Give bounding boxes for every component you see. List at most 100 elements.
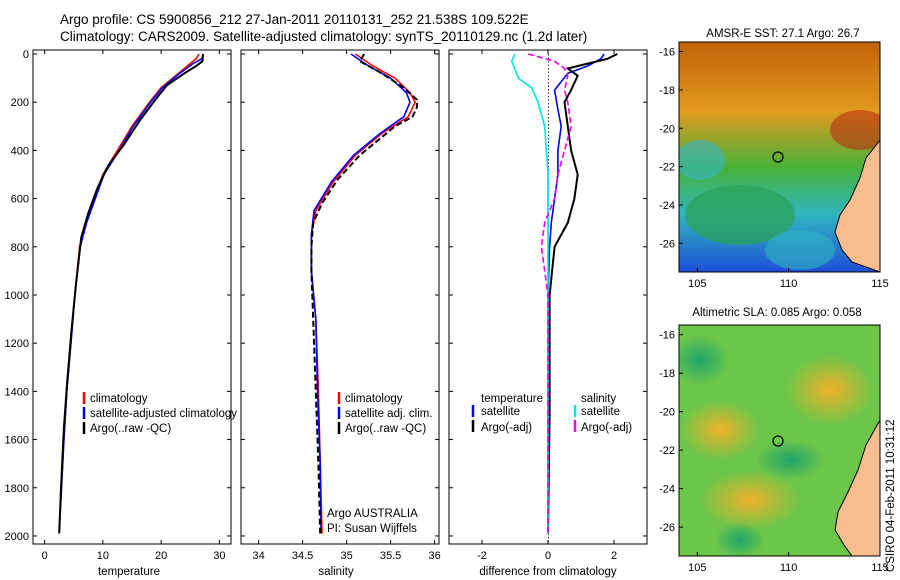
series-line-argo-raw-qc-: [310, 53, 418, 534]
map-y-tick-label: -18: [659, 85, 675, 97]
y-tick-label: 600: [11, 194, 29, 206]
map-x-tick-label: 115: [871, 562, 889, 574]
legend-heading-temperature: temperature: [481, 393, 543, 405]
map-y-tick-label: -22: [659, 162, 675, 174]
salinity-x-ticks: 34 34.5 35 35.5 36: [252, 50, 441, 562]
legend-label-satellite: satellite adj. clim.: [345, 408, 433, 420]
temperature-x-label: temperature: [98, 566, 160, 578]
sla-map: [679, 325, 880, 556]
map-x-tick-label: 105: [688, 562, 706, 574]
sst-map-frame: [678, 41, 881, 273]
legend-heading-salinity: salinity: [581, 393, 616, 405]
series-line-climatology: [58, 53, 200, 532]
map-x-tick-label: 105: [688, 278, 706, 290]
sst-feature: [685, 185, 795, 245]
series-line-argo-raw-qc-: [58, 53, 204, 534]
legend-label-sal-satellite: satellite: [581, 406, 620, 418]
temperature-legend: climatology satellite-adjusted climatolo…: [82, 392, 237, 435]
x-tick-label: 10: [97, 550, 109, 562]
sla-feature: [785, 355, 875, 425]
map-x-tick-label: 110: [780, 562, 798, 574]
legend-label-temp-argo: Argo(-adj): [481, 422, 532, 434]
csiro-timestamp: CSIRO 04-Feb-2011 10:31:12: [885, 419, 897, 572]
x-tick-label: 20: [155, 550, 167, 562]
legend-label-temp-satellite: satellite: [481, 406, 520, 418]
argo-australia-label: Argo AUSTRALIA: [327, 508, 418, 520]
y-tick-label: 800: [11, 242, 29, 254]
y-tick-label: 1600: [5, 435, 29, 447]
coastline: [834, 139, 880, 272]
sla-feature: [700, 470, 800, 530]
x-tick-label: 0: [545, 550, 551, 562]
sst-feature: [765, 230, 835, 270]
argo-position-marker: [772, 435, 784, 447]
y-tick-label: 2000: [5, 531, 29, 543]
sla-feature: [715, 522, 765, 556]
map-y-tick-label: -20: [659, 407, 675, 419]
series-line-climatology: [310, 53, 417, 534]
series-line-temperature-satellite: [547, 53, 605, 534]
legend-label-argo: Argo(..raw -QC): [90, 423, 171, 435]
sla-feature: [679, 335, 730, 385]
temperature-curves: [58, 53, 204, 534]
difference-curves: [510, 53, 618, 534]
map-y-tick-label: -22: [659, 445, 675, 457]
sla-map-frame: [678, 324, 881, 557]
y-tick-label: 1400: [5, 386, 29, 398]
map-y-tick-label: -16: [659, 330, 675, 342]
x-tick-label: 36: [428, 550, 440, 562]
legend-label-argo: Argo(..raw -QC): [345, 423, 426, 435]
salinity-curves: [310, 53, 418, 534]
legend-label-satellite: satellite-adjusted climatology: [90, 408, 237, 420]
sla-feature: [755, 440, 825, 480]
coastline: [834, 418, 880, 556]
header-line-2: Climatology: CARS2009. Satellite-adjuste…: [60, 29, 588, 44]
salinity-panel-frame: [240, 49, 440, 545]
series-line-satellite-adjusted-climatology: [58, 53, 204, 532]
sla-map-ticks: 105 110 115 -16 -18 -20 -22 -24 -26: [659, 330, 889, 574]
map-x-tick-label: 110: [780, 278, 798, 290]
header-line-1: Argo profile: CS 5900856_212 27-Jan-2011…: [60, 12, 529, 27]
x-tick-label: -2: [477, 550, 487, 562]
x-tick-label: 30: [213, 550, 225, 562]
temperature-panel-frame: [32, 49, 232, 545]
legend-label-climatology: climatology: [345, 393, 403, 405]
argo-position-marker: [772, 151, 784, 163]
map-y-tick-label: -20: [659, 123, 675, 135]
sst-feature: [830, 110, 880, 150]
y-tick-label: 1800: [5, 483, 29, 495]
map-y-tick-label: -26: [659, 238, 675, 250]
sla-map-title: Altimetric SLA: 0.085 Argo: 0.058: [692, 307, 861, 319]
x-tick-label: 34: [252, 550, 264, 562]
y-tick-label: 0: [23, 49, 29, 61]
legend-label-sal-argo: Argo(-adj): [581, 422, 632, 434]
map-y-tick-label: -24: [659, 484, 675, 496]
depth-ticks: 0 200 400 600 800 1000 1200 1400 1600 1800 2000: [5, 49, 647, 543]
x-tick-label: 0: [42, 550, 48, 562]
map-y-tick-label: -18: [659, 368, 675, 380]
sst-map-title: AMSR-E SST: 27.1 Argo: 26.7: [706, 28, 859, 40]
series-line-salinity-argo-adj-: [527, 53, 572, 534]
sst-map-ticks: 105 110 115 -16 -18 -20 -22 -24 -26: [659, 47, 889, 290]
difference-x-label: difference from climatology: [479, 566, 616, 578]
sla-feature: [680, 400, 760, 460]
map-x-tick-label: 115: [871, 278, 889, 290]
map-y-tick-label: -24: [659, 200, 675, 212]
temperature-x-ticks: 0 10 20 30: [42, 50, 225, 562]
series-line-salinity-satellite: [510, 53, 549, 534]
map-y-tick-label: -26: [659, 522, 675, 534]
map-y-tick-label: -16: [659, 47, 675, 59]
salinity-x-label: salinity: [318, 566, 353, 578]
salinity-legend: climatology satellite adj. clim. Argo(..…: [327, 392, 433, 535]
x-tick-label: 34.5: [292, 550, 313, 562]
y-tick-label: 400: [11, 145, 29, 157]
legend-label-climatology: climatology: [90, 393, 148, 405]
pi-label: PI: Susan Wijffels: [327, 523, 417, 535]
series-line-satellite-adj-clim-: [310, 53, 411, 534]
y-tick-label: 1000: [5, 290, 29, 302]
x-tick-label: 35: [340, 550, 352, 562]
difference-x-ticks: -2 0 2: [477, 50, 617, 562]
x-tick-label: 2: [611, 550, 617, 562]
y-tick-label: 1200: [5, 338, 29, 350]
